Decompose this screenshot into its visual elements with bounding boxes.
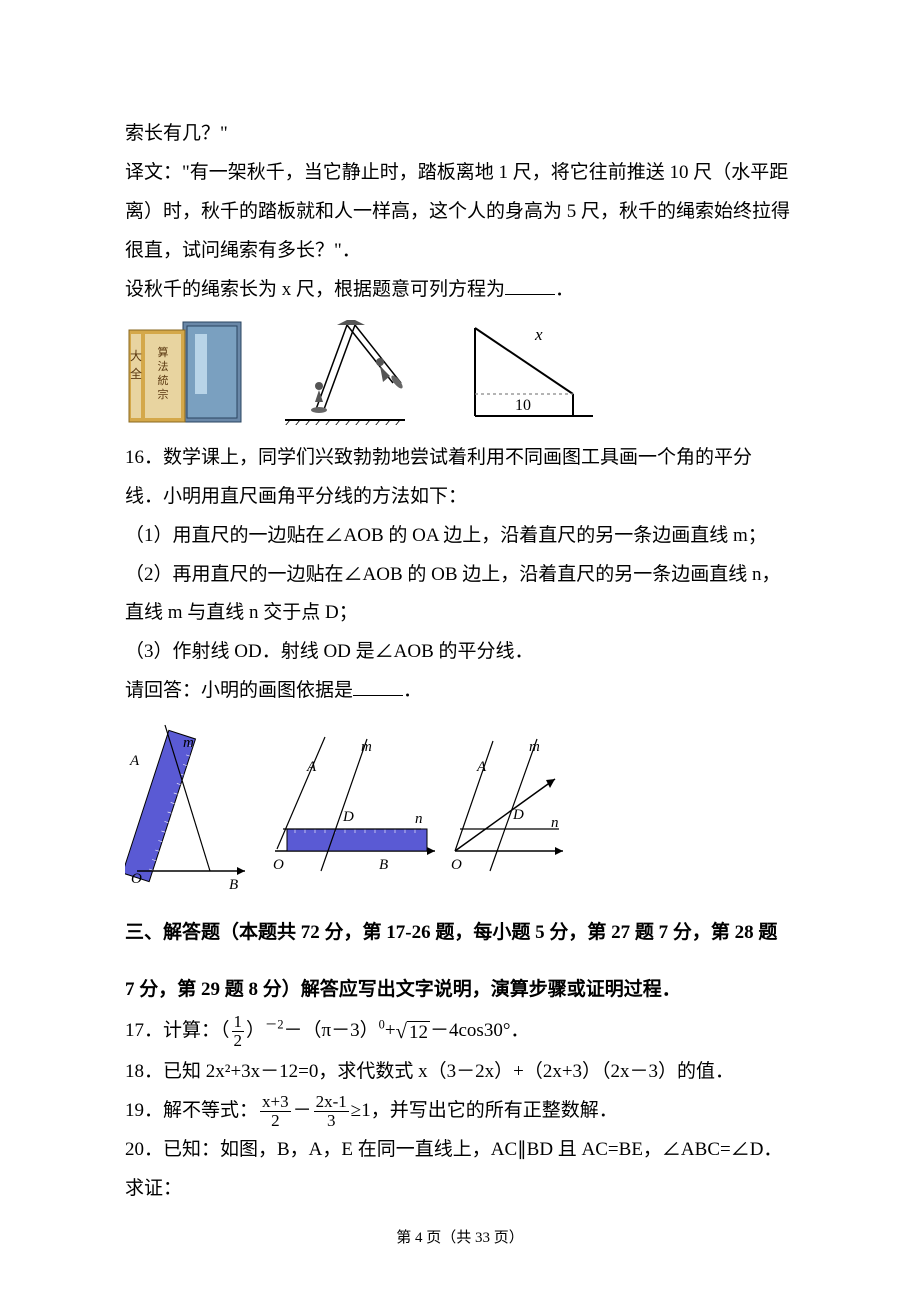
q15-fig-triangle: x 10 bbox=[445, 320, 605, 425]
svg-text:n: n bbox=[551, 815, 559, 831]
svg-text:10: 10 bbox=[515, 397, 531, 414]
q16-line3: （1）用直尺的一边贴在∠AOB 的 OA 边上，沿着直尺的另一条边画直线 m； bbox=[125, 517, 795, 556]
svg-text:大: 大 bbox=[130, 349, 142, 363]
q16-line2: 线．小明用直尺画角平分线的方法如下： bbox=[125, 478, 795, 517]
q16-line4: （2）再用直尺的一边贴在∠AOB 的 OB 边上，沿着直尺的另一条边画直线 n， bbox=[125, 556, 795, 595]
section3-title2: 7 分，第 29 题 8 分）解答应写出文字说明，演算步骤或证明过程． bbox=[125, 971, 795, 1010]
frac-den: 3 bbox=[314, 1112, 349, 1130]
q15-line5b: ． bbox=[555, 279, 574, 300]
frac-den: 2 bbox=[232, 1032, 245, 1050]
q15-line5: 设秋千的绳索长为 x 尺，根据题意可列方程为 ． bbox=[125, 271, 795, 310]
svg-text:n: n bbox=[415, 811, 423, 827]
q19-frac2: 2x-13 bbox=[314, 1093, 349, 1130]
footer-pre: 第 bbox=[396, 1230, 415, 1246]
frac-num: x+3 bbox=[260, 1093, 291, 1112]
q15-fig-book: 算 法 統 宗 大 全 bbox=[125, 320, 245, 425]
q16-ruler-diagram: A m O B A m D n O B bbox=[125, 721, 565, 896]
svg-text:法: 法 bbox=[158, 359, 169, 373]
q19: 19．解不等式：x+32－2x-13≥1，并写出它的所有正整数解． bbox=[125, 1092, 795, 1131]
svg-text:m: m bbox=[183, 735, 194, 751]
svg-text:統: 統 bbox=[158, 373, 169, 387]
q19-pre: 19．解不等式： bbox=[125, 1100, 258, 1121]
q17-mid1: ） bbox=[246, 1020, 265, 1041]
frac-num: 1 bbox=[232, 1013, 245, 1032]
svg-text:A: A bbox=[129, 753, 140, 769]
q18: 18．已知 2x²+3x－12=0，求代数式 x（3－2x）+（2x+3）（2x… bbox=[125, 1053, 795, 1092]
q19-frac1: x+32 bbox=[260, 1093, 291, 1130]
q15-line4: 很直，试问绳索有多长？"． bbox=[125, 232, 795, 271]
q15-line1: 索长有几？" bbox=[125, 115, 795, 154]
page-footer: 第 4 页（共 33 页） bbox=[0, 1223, 920, 1254]
svg-text:m: m bbox=[361, 739, 372, 755]
q15-line3: 离）时，秋千的踏板就和人一样高，这个人的身高为 5 尺，秋千的绳索始终拉得 bbox=[125, 193, 795, 232]
frac-num: 2x-1 bbox=[314, 1093, 349, 1112]
q17: 17．计算：（12）－2－（π－3）0+√12－4cos30°． bbox=[125, 1010, 795, 1053]
q17-mid4: －4cos30°． bbox=[430, 1020, 529, 1041]
svg-text:宗: 宗 bbox=[158, 387, 169, 401]
q17-sup1: －2 bbox=[265, 1018, 284, 1032]
q16-line5: 直线 m 与直线 n 交于点 D； bbox=[125, 594, 795, 633]
q17-frac1: 12 bbox=[232, 1013, 245, 1050]
svg-text:A: A bbox=[476, 759, 487, 775]
footer-post: 页） bbox=[490, 1230, 524, 1246]
q17-pre: 17．计算：（ bbox=[125, 1020, 230, 1041]
svg-text:算: 算 bbox=[158, 345, 169, 359]
q19-dash: － bbox=[293, 1100, 312, 1121]
svg-text:O: O bbox=[273, 857, 284, 873]
footer-mid: 页（共 bbox=[422, 1230, 475, 1246]
q16-line6: （3）作射线 OD．射线 OD 是∠AOB 的平分线． bbox=[125, 633, 795, 672]
svg-text:全: 全 bbox=[130, 366, 142, 381]
q15-line5a: 设秋千的绳索长为 x 尺，根据题意可列方程为 bbox=[125, 279, 505, 300]
blank-fill-2 bbox=[353, 677, 403, 696]
q16-line7b: ． bbox=[403, 680, 422, 701]
footer-total: 33 bbox=[475, 1230, 490, 1246]
svg-text:m: m bbox=[529, 739, 540, 755]
q15-line2: 译文："有一架秋千，当它静止时，踏板离地 1 尺，将它往前推送 10 尺（水平距 bbox=[125, 154, 795, 193]
svg-text:B: B bbox=[379, 857, 388, 873]
section3-title1: 三、解答题（本题共 72 分，第 17-26 题，每小题 5 分，第 27 题 … bbox=[125, 914, 795, 953]
blank-fill bbox=[505, 276, 555, 295]
q15-fig-swing bbox=[275, 320, 415, 425]
svg-text:O: O bbox=[451, 857, 462, 873]
q16-line7: 请回答：小明的画图依据是 ． bbox=[125, 672, 795, 711]
svg-text:A: A bbox=[306, 759, 317, 775]
q17-sqrt: √12 bbox=[396, 1010, 430, 1053]
svg-text:D: D bbox=[342, 809, 354, 825]
q17-mid3: + bbox=[385, 1020, 396, 1041]
svg-text:B: B bbox=[229, 877, 238, 893]
q15-figures: 算 法 統 宗 大 全 bbox=[125, 320, 795, 425]
q16-line7a: 请回答：小明的画图依据是 bbox=[125, 680, 353, 701]
svg-text:D: D bbox=[512, 807, 524, 823]
svg-text:x: x bbox=[534, 325, 543, 344]
svg-text:O: O bbox=[131, 871, 142, 887]
q16-line1: 16．数学课上，同学们兴致勃勃地尝试着利用不同画图工具画一个角的平分 bbox=[125, 439, 795, 478]
q19-post: ≥1，并写出它的所有正整数解． bbox=[351, 1100, 618, 1121]
q16-figures: A m O B A m D n O B bbox=[125, 721, 795, 896]
q17-mid2: －（π－3） bbox=[284, 1020, 379, 1041]
radicand: 12 bbox=[407, 1021, 430, 1043]
frac-den: 2 bbox=[260, 1112, 291, 1130]
q20: 20．已知：如图，B，A，E 在同一直线上，AC∥BD 且 AC=BE，∠ABC… bbox=[125, 1131, 795, 1209]
